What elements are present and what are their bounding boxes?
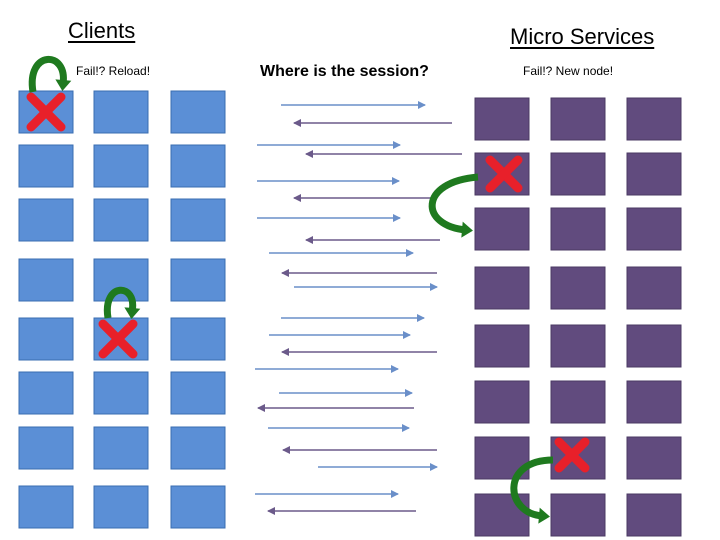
client-box xyxy=(18,485,74,529)
client-box xyxy=(93,371,149,415)
service-box xyxy=(550,97,606,141)
client-box xyxy=(18,198,74,242)
service-box xyxy=(474,324,530,368)
client-box xyxy=(93,258,149,302)
service-box xyxy=(550,207,606,251)
session-question: Where is the session? xyxy=(260,63,429,80)
red-x-icon xyxy=(554,437,590,473)
services-note: Fail!? New node! xyxy=(523,64,614,78)
service-box xyxy=(626,152,682,196)
service-box xyxy=(474,207,530,251)
service-box xyxy=(626,97,682,141)
client-box xyxy=(93,90,149,134)
client-box xyxy=(93,198,149,242)
client-box xyxy=(170,90,226,134)
green-curved-arrow-icon xyxy=(510,456,554,524)
service-box xyxy=(474,97,530,141)
service-box xyxy=(626,380,682,424)
client-box xyxy=(18,371,74,415)
clients-heading: Clients xyxy=(68,18,136,43)
service-box xyxy=(626,493,682,537)
service-box xyxy=(550,493,606,537)
client-box xyxy=(170,371,226,415)
client-box xyxy=(170,198,226,242)
service-box xyxy=(550,380,606,424)
service-box xyxy=(626,324,682,368)
client-box xyxy=(170,485,226,529)
red-x-icon xyxy=(98,319,138,359)
clients-note: Fail!? Reload! xyxy=(76,64,151,78)
green-curved-arrow-icon xyxy=(28,55,72,93)
client-box xyxy=(170,317,226,361)
service-box xyxy=(550,152,606,196)
red-x-icon xyxy=(485,155,523,193)
service-box xyxy=(626,436,682,480)
client-box xyxy=(170,426,226,470)
green-curved-arrow-icon xyxy=(103,286,141,319)
green-curved-arrow-icon xyxy=(428,173,479,238)
service-grid xyxy=(474,97,682,537)
client-box xyxy=(170,144,226,188)
service-box xyxy=(474,493,530,537)
client-box xyxy=(18,426,74,470)
client-box xyxy=(93,485,149,529)
service-box xyxy=(474,380,530,424)
red-x-icon xyxy=(26,92,66,132)
client-box xyxy=(18,144,74,188)
service-box xyxy=(626,207,682,251)
client-box xyxy=(18,317,74,361)
failure-markers xyxy=(26,55,590,524)
client-box xyxy=(170,258,226,302)
request-response-arrows xyxy=(255,101,462,515)
client-box xyxy=(93,426,149,470)
client-grid xyxy=(18,90,226,529)
client-box xyxy=(93,144,149,188)
service-box xyxy=(550,266,606,310)
service-box xyxy=(626,266,682,310)
service-box xyxy=(550,324,606,368)
client-box xyxy=(18,258,74,302)
service-box xyxy=(474,266,530,310)
micro-services-heading: Micro Services xyxy=(510,24,655,49)
